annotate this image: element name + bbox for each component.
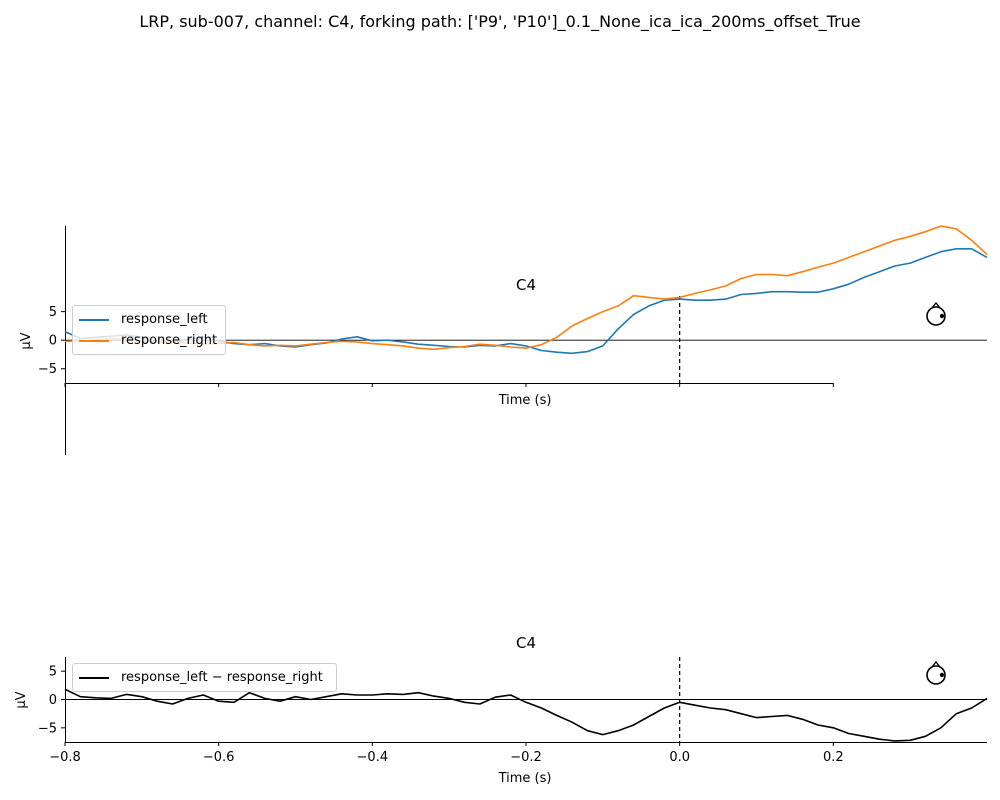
y-tick-label: 5 [49, 665, 57, 680]
x-tick-label: 0.2 [823, 750, 844, 765]
bottom-panel-title: C4 [516, 634, 536, 652]
legend-swatch-response-right [79, 340, 109, 342]
legend-entry-response-right: response_right [79, 330, 219, 351]
y-tick-label: 5 [49, 305, 57, 320]
top-panel-legend: response_left response_right [72, 305, 226, 355]
top-panel-head-sensor-icon [927, 303, 945, 325]
y-tick-label: 0 [49, 334, 57, 349]
bottom-panel-legend: response_left − response_right [72, 663, 337, 692]
legend-swatch-response-left [79, 319, 109, 321]
x-tick-label: −0.6 [203, 750, 235, 765]
bottom-panel-x-ticks: −0.8 −0.6 −0.4 −0.2 0.0 0.2 [49, 742, 843, 765]
y-tick-label: 0 [49, 693, 57, 708]
legend-label-difference: response_left − response_right [121, 670, 323, 685]
top-panel-title: C4 [516, 276, 536, 294]
bottom-panel-x-label: Time (s) [498, 771, 552, 786]
legend-entry-difference: response_left − response_right [79, 667, 330, 688]
legend-label-response-right: response_right [121, 333, 217, 348]
x-tick-label: −0.2 [510, 750, 542, 765]
x-tick-label: −0.4 [357, 750, 389, 765]
bottom-panel-y-label: µV [14, 691, 29, 708]
bottom-panel: C4 −0.8 −0.6 −0.4 −0.2 0.0 0.2 −5 0 5 µV Time (… [14, 634, 987, 786]
top-panel-y-label: µV [19, 332, 34, 349]
legend-entry-response-left: response_left [79, 309, 219, 330]
x-tick-label: 0.0 [669, 750, 690, 765]
bottom-panel-y-ticks: −5 0 5 [38, 665, 65, 737]
x-tick-label: −0.8 [49, 750, 81, 765]
y-tick-label: −5 [38, 721, 57, 736]
y-tick-label: −5 [38, 362, 57, 377]
series-line-response-left-response-right [65, 689, 987, 741]
top-panel-y-ticks: −5 0 5 [38, 305, 65, 377]
legend-label-response-left: response_left [121, 312, 208, 327]
bottom-panel-series [65, 689, 987, 741]
top-panel-x-label: Time (s) [498, 393, 552, 408]
bottom-panel-head-sensor-icon [927, 662, 945, 684]
legend-swatch-difference [79, 677, 109, 679]
